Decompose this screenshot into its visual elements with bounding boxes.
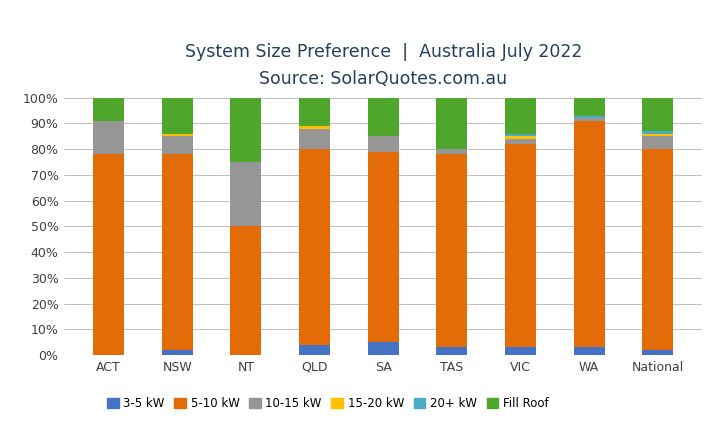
Bar (93, 121, 124, 155)
Bar (299, 98, 330, 126)
Bar (162, 134, 193, 136)
Bar (436, 348, 467, 355)
Bar (642, 350, 673, 355)
Bar (574, 116, 605, 118)
Bar (368, 98, 399, 136)
Bar (230, 98, 262, 162)
Bar (230, 226, 262, 355)
Bar (162, 350, 193, 355)
Bar (505, 144, 536, 348)
Legend: 3-5 kW, 5-10 kW, 10-15 kW, 15-20 kW, 20+ kW, Fill Roof: 3-5 kW, 5-10 kW, 10-15 kW, 15-20 kW, 20+… (102, 392, 553, 414)
Bar (93, 98, 124, 121)
Bar (642, 98, 673, 131)
Bar (299, 345, 330, 355)
Bar (162, 98, 193, 134)
Bar (436, 149, 467, 155)
Bar (368, 136, 399, 152)
Bar (230, 162, 262, 226)
Bar (162, 136, 193, 155)
Bar (574, 121, 605, 348)
Bar (505, 348, 536, 355)
Bar (505, 134, 536, 136)
Bar (299, 126, 330, 129)
Bar (299, 129, 330, 149)
Bar (505, 139, 536, 144)
Bar (574, 98, 605, 116)
Bar (436, 155, 467, 348)
Bar (642, 136, 673, 149)
Bar (162, 155, 193, 350)
Bar (574, 118, 605, 121)
Bar (505, 98, 536, 134)
Bar (642, 131, 673, 134)
Bar (642, 149, 673, 350)
Bar (574, 348, 605, 355)
Bar (368, 152, 399, 342)
Bar (368, 342, 399, 355)
Bar (436, 98, 467, 149)
Bar (642, 134, 673, 136)
Bar (93, 155, 124, 355)
Bar (505, 136, 536, 139)
Title: System Size Preference  |  Australia July 2022
Source: SolarQuotes.com.au: System Size Preference | Australia July … (185, 44, 582, 88)
Bar (299, 149, 330, 345)
